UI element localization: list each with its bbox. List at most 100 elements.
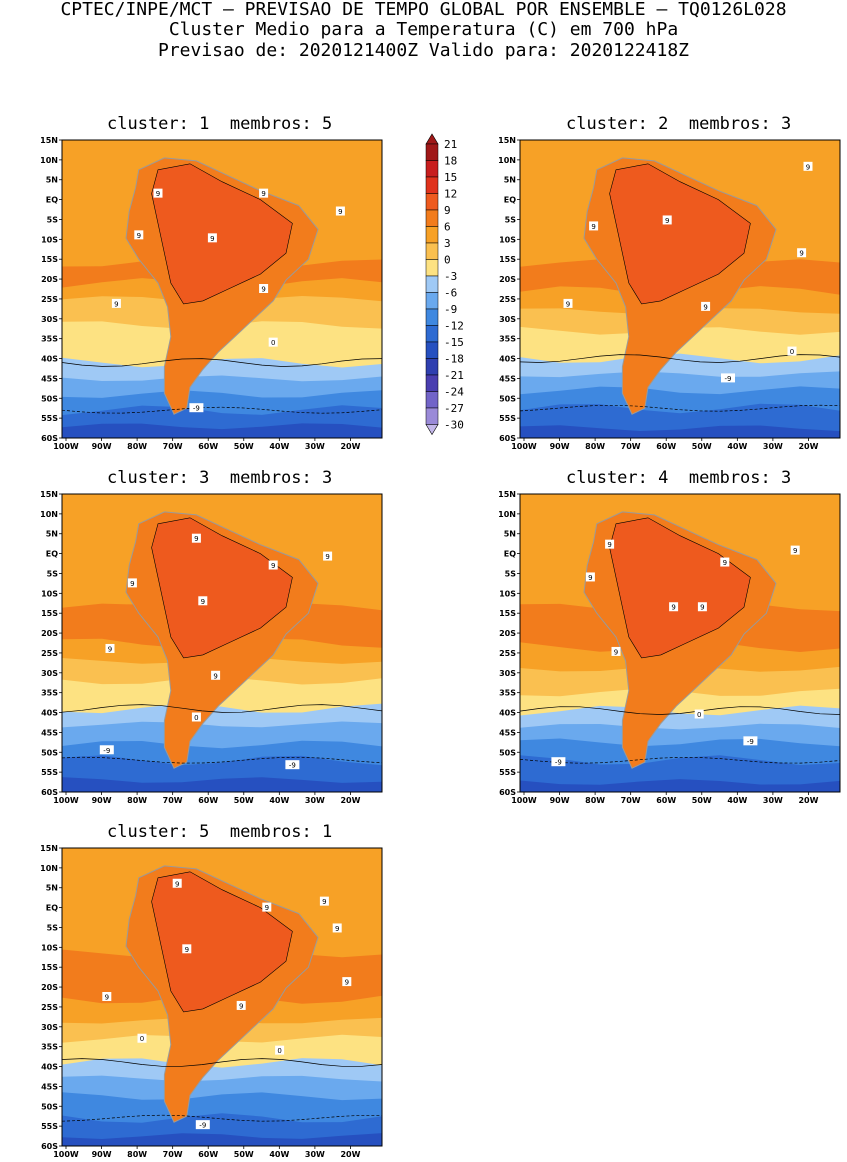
contour-label-9-text: 9 (607, 541, 611, 549)
contour-label-9-bg (172, 878, 182, 888)
contour-label-minus-9-text: -9 (103, 747, 110, 755)
contour-label-9-bg (563, 298, 573, 308)
contour-label-9-bg (701, 301, 711, 311)
lat-tick-label: 20S (499, 629, 516, 638)
lat-tick-label: 50S (499, 394, 516, 403)
contour-label-0: 0 (275, 1045, 285, 1055)
lat-tick-label: 40S (41, 709, 58, 718)
lat-tick-label: 40S (41, 355, 58, 364)
lat-tick-label: 25S (41, 1003, 58, 1012)
lat-tick-label: 5N (46, 884, 58, 893)
contour-label-0-text: 0 (277, 1047, 281, 1055)
contour-label-9-bg (236, 1000, 246, 1010)
lat-tick-label: 60S (499, 788, 516, 797)
lat-tick-label: 25S (41, 295, 58, 304)
contour-label-9: 9 (172, 878, 182, 888)
contour-label-9-bg (262, 902, 272, 912)
contour-label-9-bg (797, 248, 807, 258)
contour-label-9-text: 9 (114, 300, 118, 308)
lat-tick-label: 15N (498, 490, 516, 499)
lon-tick-label: 90W (92, 442, 112, 451)
subtitle-variable: Cluster Medio para a Temperatura (C) em … (168, 19, 679, 40)
continent-outline (125, 157, 319, 415)
contour-label-9-text: 9 (105, 994, 109, 1002)
lat-tick-label: 5S (47, 569, 59, 578)
colorbar-label: 6 (444, 221, 451, 234)
contour-label-9-bg (319, 896, 329, 906)
contour-label-0-text: 0 (790, 348, 794, 356)
lat-tick-label: 60S (499, 434, 516, 443)
contour-label-0: 0 (787, 346, 797, 356)
contour-label-9-text: 9 (703, 303, 707, 311)
lat-tick-label: 5S (47, 215, 59, 224)
lat-tick-label: 10N (498, 510, 516, 519)
contour-label-9-bg (211, 670, 221, 680)
continent-outline (583, 511, 777, 769)
contour-label-minus-9-bg (195, 1120, 210, 1130)
lat-tick-label: 60S (41, 434, 58, 443)
contour-label-0-text: 0 (194, 714, 198, 722)
lat-tick-label: 10S (41, 589, 58, 598)
lat-tick-label: 5N (46, 176, 58, 185)
lon-tick-label: 20W (340, 796, 360, 805)
contour-label-0-text: 0 (140, 1035, 144, 1043)
lat-tick-label: 40S (41, 1063, 58, 1072)
contour-label-minus-9: -9 (189, 403, 204, 413)
lat-tick-label: 20S (41, 275, 58, 284)
contour-label-9: 9 (605, 539, 615, 549)
contour-label-9-text: 9 (793, 547, 797, 555)
contour-label-9-text: 9 (201, 598, 205, 606)
lat-tick-label: 5N (504, 530, 516, 539)
contour-label-minus-9-bg (721, 373, 735, 383)
contour-label-9-bg (662, 215, 672, 225)
map-frame (519, 139, 841, 439)
contour-label-0: 0 (694, 709, 704, 719)
contour-label-9-bg (105, 643, 115, 653)
lon-tick-label: 80W (127, 442, 147, 451)
colorbar-label: -3 (444, 270, 457, 283)
lon-tick-label: 30W (763, 442, 783, 451)
contour-label-9-bg (605, 539, 615, 549)
colorbar-segment (425, 391, 439, 409)
contour-label-minus-9-bg (551, 757, 566, 767)
map-panel-3: 9 9 9 9 9 9 9 0 -9 -9 15N 10N 5N EQ 5S 10S 15S 20S 25S 30S 3… (40, 490, 383, 805)
contour-label-9: 9 (105, 643, 115, 653)
lat-tick-label: 30S (499, 315, 516, 324)
colorbar-label: -27 (444, 402, 464, 415)
lon-tick-label: 50W (692, 442, 712, 451)
lon-tick-label: 20W (340, 442, 360, 451)
lat-tick-label: 15S (41, 609, 58, 618)
lat-tick-label: 15N (40, 844, 58, 853)
contour-label-9-bg (720, 557, 730, 567)
contour-label-9-bg (102, 992, 112, 1001)
band-m15 (62, 423, 382, 438)
contour-label-9-text: 9 (338, 208, 342, 216)
lat-tick-label: 10N (40, 864, 58, 873)
contour-label-9-bg (611, 646, 621, 656)
contour-label-0: 0 (268, 337, 278, 347)
colorbar-label: 12 (444, 188, 457, 201)
contour-label-9: 9 (589, 221, 599, 231)
colorbar-segment (425, 143, 439, 161)
contour-label-9-text: 9 (137, 232, 141, 240)
contour-label-9-text: 9 (671, 604, 675, 612)
panel-4-title: cluster: 4 membros: 3 (566, 468, 792, 488)
colorbar-label: 9 (444, 204, 451, 217)
contour-label-0: 0 (137, 1033, 147, 1043)
lat-tick-label: 50S (499, 748, 516, 757)
contour-label-9-bg (191, 533, 201, 543)
lat-tick-label: 30S (41, 315, 58, 324)
lat-tick-label: 45S (499, 374, 516, 383)
colorbar-segment (425, 407, 439, 425)
lat-tick-label: 50S (41, 394, 58, 403)
contour-label-9-bg (268, 560, 278, 570)
contour-label-9-bg (332, 923, 342, 933)
contour-label-minus-9-text: -9 (289, 762, 296, 770)
lat-tick-label: 15N (40, 136, 58, 145)
contour-label-9-text: 9 (345, 979, 349, 987)
colorbar-label: -24 (444, 386, 464, 399)
lat-tick-label: 15N (498, 136, 516, 145)
contour-label-0-text: 0 (271, 339, 275, 347)
lon-tick-label: 100W (511, 796, 537, 805)
contour-label-9: 9 (198, 596, 208, 606)
